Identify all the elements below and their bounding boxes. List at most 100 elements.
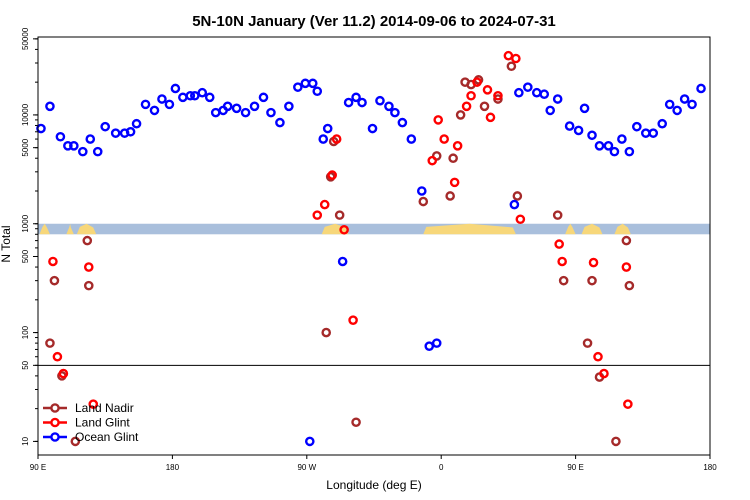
point-ocean-glint <box>210 107 221 118</box>
point-ocean-glint <box>632 121 642 132</box>
point-ocean-glint <box>367 123 378 134</box>
land-area <box>565 223 576 235</box>
point-ocean-glint <box>594 141 605 151</box>
point-land-glint <box>339 224 349 235</box>
point-land-nadir <box>83 280 94 291</box>
x-tick-label: 0 <box>439 463 444 472</box>
y-tick-label: 5000 <box>21 138 30 156</box>
legend-marker <box>50 417 60 428</box>
point-land-nadir <box>334 210 345 220</box>
chart-title: 5N-10N January (Ver 11.2) 2014-09-06 to … <box>192 13 556 30</box>
point-land-nadir <box>506 61 517 72</box>
point-ocean-glint <box>55 131 66 142</box>
point-ocean-glint <box>679 94 690 104</box>
point-ocean-glint <box>185 90 196 101</box>
point-ocean-glint <box>110 128 121 138</box>
point-land-nadir <box>582 338 593 348</box>
point-land-glint <box>312 210 323 220</box>
legend-label: Land Glint <box>75 416 130 430</box>
point-ocean-glint <box>240 107 251 118</box>
x-tick-label: 90 E <box>30 463 46 472</box>
point-land-glint <box>511 53 521 64</box>
point-ocean-glint <box>275 117 285 128</box>
point-land-nadir <box>621 235 632 246</box>
point-ocean-glint <box>85 134 96 144</box>
point-ocean-glint <box>397 117 408 128</box>
point-ocean-glint <box>640 128 651 138</box>
point-ocean-glint <box>624 146 635 157</box>
x-axis-label: Longitude (deg E) <box>326 478 421 492</box>
point-land-nadir <box>49 275 60 286</box>
point-ocean-glint <box>573 125 584 136</box>
point-land-glint <box>472 77 482 87</box>
point-ocean-glint <box>384 101 394 112</box>
point-ocean-glint <box>36 123 46 134</box>
point-ocean-glint <box>304 436 315 447</box>
point-ocean-glint <box>45 101 55 112</box>
x-tick-label: 180 <box>703 463 717 472</box>
y-tick-label: 1000 <box>21 214 30 232</box>
point-ocean-glint <box>648 128 659 138</box>
point-land-glint <box>485 112 496 123</box>
point-ocean-glint <box>514 87 524 98</box>
point-land-nadir <box>351 417 361 428</box>
point-land-glint <box>515 214 526 225</box>
point-ocean-glint <box>609 146 620 157</box>
point-ocean-glint <box>337 256 348 267</box>
point-ocean-glint <box>531 87 542 98</box>
point-ocean-glint <box>258 92 269 103</box>
point-ocean-glint <box>140 99 151 110</box>
point-land-nadir <box>445 191 455 201</box>
point-land-glint <box>623 399 633 409</box>
point-ocean-glint <box>672 105 682 116</box>
point-ocean-glint <box>657 118 668 129</box>
point-land-glint <box>319 199 330 210</box>
point-ocean-glint <box>293 82 303 92</box>
point-ocean-glint <box>231 103 242 114</box>
point-ocean-glint <box>603 141 614 151</box>
point-land-nadir <box>552 210 563 220</box>
legend-marker <box>50 403 60 413</box>
land-area <box>581 223 603 235</box>
point-ocean-glint <box>322 123 333 134</box>
plot-frame <box>37 36 711 456</box>
point-land-nadir <box>587 275 597 286</box>
point-ocean-glint <box>687 99 697 110</box>
point-ocean-glint <box>78 146 88 157</box>
point-ocean-glint <box>249 101 260 112</box>
land-band-layer <box>38 223 710 235</box>
x-axis: 90 E 180 90 W 0 90 E 180 <box>30 455 717 472</box>
point-land-glint <box>593 351 603 362</box>
point-land-glint <box>83 262 94 272</box>
point-land-glint <box>452 141 463 151</box>
point-land-glint <box>88 399 99 409</box>
point-land-nadir <box>45 338 55 348</box>
y-tick-label: 10 <box>21 436 30 445</box>
point-land-glint <box>493 90 503 101</box>
point-land-nadir <box>448 153 458 164</box>
point-ocean-glint <box>204 92 215 103</box>
point-land-glint <box>433 115 444 125</box>
y-axis-label: N Total <box>0 225 13 262</box>
point-ocean-glint <box>266 107 276 118</box>
point-land-glint <box>554 239 564 249</box>
point-land-glint <box>48 256 58 267</box>
point-land-glint <box>599 368 609 379</box>
point-land-glint <box>621 262 632 272</box>
land-area <box>614 223 631 235</box>
point-ocean-glint <box>300 78 311 89</box>
point-land-nadir <box>624 280 635 291</box>
point-land-glint <box>58 368 69 379</box>
land-area <box>39 223 50 235</box>
point-land-glint <box>331 134 342 144</box>
point-ocean-glint <box>539 89 550 100</box>
point-ocean-glint <box>523 82 533 92</box>
point-land-nadir <box>558 275 569 286</box>
y-tick-label: 500 <box>21 249 30 263</box>
point-ocean-glint <box>351 92 361 103</box>
point-land-glint <box>482 85 493 95</box>
point-ocean-glint <box>664 99 675 110</box>
point-land-glint <box>348 315 358 325</box>
point-land-nadir <box>479 101 490 112</box>
